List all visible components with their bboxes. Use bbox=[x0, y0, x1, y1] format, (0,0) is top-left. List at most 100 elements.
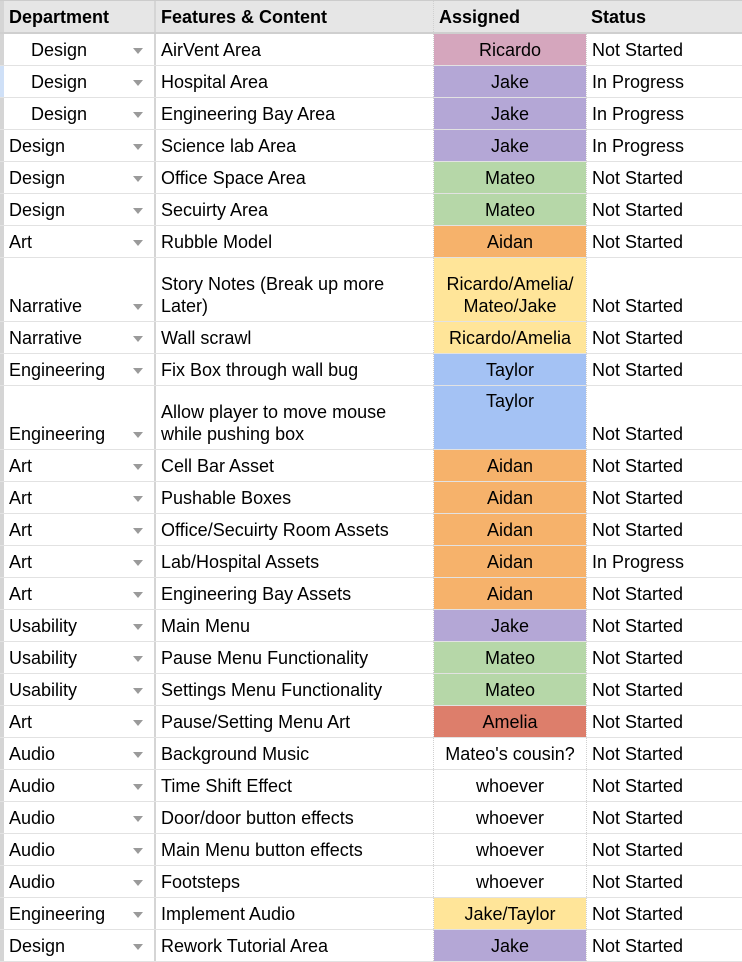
assigned-cell[interactable]: Jake bbox=[434, 130, 586, 161]
feature-cell[interactable]: Rubble Model bbox=[156, 226, 434, 257]
department-dropdown[interactable]: Art bbox=[0, 482, 156, 513]
chevron-down-icon[interactable] bbox=[133, 144, 143, 150]
assigned-cell[interactable]: whoever bbox=[434, 834, 586, 865]
department-dropdown[interactable]: Audio bbox=[0, 738, 156, 769]
feature-cell[interactable]: Allow player to move mouse while pushing… bbox=[156, 386, 434, 449]
feature-cell[interactable]: Wall scrawl bbox=[156, 322, 434, 353]
department-dropdown[interactable]: Narrative bbox=[0, 258, 156, 321]
chevron-down-icon[interactable] bbox=[133, 304, 143, 310]
feature-cell[interactable]: Pause/Setting Menu Art bbox=[156, 706, 434, 737]
department-dropdown[interactable]: Design bbox=[0, 34, 156, 65]
feature-cell[interactable]: Engineering Bay Assets bbox=[156, 578, 434, 609]
assigned-cell[interactable]: Jake/Taylor bbox=[434, 898, 586, 929]
header-status[interactable]: Status bbox=[591, 6, 647, 27]
assigned-cell[interactable]: Mateo's cousin? bbox=[434, 738, 586, 769]
chevron-down-icon[interactable] bbox=[133, 560, 143, 566]
header-assigned[interactable]: Assigned bbox=[439, 6, 521, 27]
feature-cell[interactable]: Rework Tutorial Area bbox=[156, 930, 434, 961]
department-dropdown[interactable]: Design bbox=[0, 98, 156, 129]
assigned-cell[interactable]: whoever bbox=[434, 770, 586, 801]
feature-cell[interactable]: Door/door button effects bbox=[156, 802, 434, 833]
department-dropdown[interactable]: Usability bbox=[0, 642, 156, 673]
feature-cell[interactable]: Pause Menu Functionality bbox=[156, 642, 434, 673]
assigned-cell[interactable]: Ricardo bbox=[434, 34, 586, 65]
feature-cell[interactable]: Office Space Area bbox=[156, 162, 434, 193]
department-dropdown[interactable]: Art bbox=[0, 514, 156, 545]
chevron-down-icon[interactable] bbox=[133, 48, 143, 54]
header-department[interactable]: Department bbox=[0, 1, 156, 32]
assigned-cell[interactable]: Mateo bbox=[434, 194, 586, 225]
chevron-down-icon[interactable] bbox=[133, 464, 143, 470]
chevron-down-icon[interactable] bbox=[133, 720, 143, 726]
status-cell[interactable]: Not Started bbox=[586, 770, 742, 801]
department-dropdown[interactable]: Art bbox=[0, 578, 156, 609]
feature-cell[interactable]: Lab/Hospital Assets bbox=[156, 546, 434, 577]
status-cell[interactable]: Not Started bbox=[586, 738, 742, 769]
chevron-down-icon[interactable] bbox=[133, 240, 143, 246]
assigned-cell[interactable]: Mateo bbox=[434, 162, 586, 193]
assigned-cell[interactable]: whoever bbox=[434, 866, 586, 897]
assigned-cell[interactable]: Ricardo/Amelia/ Mateo/Jake bbox=[434, 258, 586, 321]
status-cell[interactable]: Not Started bbox=[586, 610, 742, 641]
department-dropdown[interactable]: Design bbox=[0, 66, 156, 97]
department-dropdown[interactable]: Audio bbox=[0, 770, 156, 801]
department-dropdown[interactable]: Art bbox=[0, 546, 156, 577]
chevron-down-icon[interactable] bbox=[133, 688, 143, 694]
assigned-cell[interactable]: Jake bbox=[434, 66, 586, 97]
assigned-cell[interactable]: Amelia bbox=[434, 706, 586, 737]
feature-cell[interactable]: Main Menu bbox=[156, 610, 434, 641]
status-cell[interactable]: In Progress bbox=[586, 130, 742, 161]
department-dropdown[interactable]: Design bbox=[0, 194, 156, 225]
assigned-cell[interactable]: Taylor bbox=[434, 354, 586, 385]
header-features[interactable]: Features & Content bbox=[156, 1, 434, 32]
status-cell[interactable]: Not Started bbox=[586, 258, 742, 321]
feature-cell[interactable]: Settings Menu Functionality bbox=[156, 674, 434, 705]
feature-cell[interactable]: Fix Box through wall bug bbox=[156, 354, 434, 385]
feature-cell[interactable]: AirVent Area bbox=[156, 34, 434, 65]
status-cell[interactable]: Not Started bbox=[586, 226, 742, 257]
status-cell[interactable]: In Progress bbox=[586, 546, 742, 577]
chevron-down-icon[interactable] bbox=[133, 208, 143, 214]
chevron-down-icon[interactable] bbox=[133, 176, 143, 182]
feature-cell[interactable]: Science lab Area bbox=[156, 130, 434, 161]
chevron-down-icon[interactable] bbox=[133, 656, 143, 662]
assigned-cell[interactable]: Aidan bbox=[434, 546, 586, 577]
chevron-down-icon[interactable] bbox=[133, 528, 143, 534]
feature-cell[interactable]: Engineering Bay Area bbox=[156, 98, 434, 129]
assigned-cell[interactable]: Aidan bbox=[434, 450, 586, 481]
status-cell[interactable]: Not Started bbox=[586, 642, 742, 673]
chevron-down-icon[interactable] bbox=[133, 592, 143, 598]
feature-cell[interactable]: Secuirty Area bbox=[156, 194, 434, 225]
department-dropdown[interactable]: Engineering bbox=[0, 898, 156, 929]
department-dropdown[interactable]: Design bbox=[0, 930, 156, 961]
status-cell[interactable]: Not Started bbox=[586, 866, 742, 897]
status-cell[interactable]: Not Started bbox=[586, 674, 742, 705]
assigned-cell[interactable]: Aidan bbox=[434, 578, 586, 609]
department-dropdown[interactable]: Audio bbox=[0, 834, 156, 865]
chevron-down-icon[interactable] bbox=[133, 752, 143, 758]
department-dropdown[interactable]: Engineering bbox=[0, 354, 156, 385]
department-dropdown[interactable]: Art bbox=[0, 226, 156, 257]
assigned-cell[interactable]: Ricardo/Amelia bbox=[434, 322, 586, 353]
status-cell[interactable]: Not Started bbox=[586, 194, 742, 225]
chevron-down-icon[interactable] bbox=[133, 624, 143, 630]
feature-cell[interactable]: Office/Secuirty Room Assets bbox=[156, 514, 434, 545]
chevron-down-icon[interactable] bbox=[133, 944, 143, 950]
status-cell[interactable]: In Progress bbox=[586, 98, 742, 129]
status-cell[interactable]: Not Started bbox=[586, 322, 742, 353]
assigned-cell[interactable]: Jake bbox=[434, 930, 586, 961]
assigned-cell[interactable]: Taylor bbox=[434, 386, 586, 449]
status-cell[interactable]: Not Started bbox=[586, 354, 742, 385]
chevron-down-icon[interactable] bbox=[133, 336, 143, 342]
feature-cell[interactable]: Cell Bar Asset bbox=[156, 450, 434, 481]
chevron-down-icon[interactable] bbox=[133, 880, 143, 886]
chevron-down-icon[interactable] bbox=[133, 912, 143, 918]
status-cell[interactable]: Not Started bbox=[586, 834, 742, 865]
chevron-down-icon[interactable] bbox=[133, 848, 143, 854]
status-cell[interactable]: Not Started bbox=[586, 162, 742, 193]
chevron-down-icon[interactable] bbox=[133, 80, 143, 86]
status-cell[interactable]: Not Started bbox=[586, 450, 742, 481]
assigned-cell[interactable]: Aidan bbox=[434, 226, 586, 257]
feature-cell[interactable]: Hospital Area bbox=[156, 66, 434, 97]
feature-cell[interactable]: Story Notes (Break up more Later) bbox=[156, 258, 434, 321]
